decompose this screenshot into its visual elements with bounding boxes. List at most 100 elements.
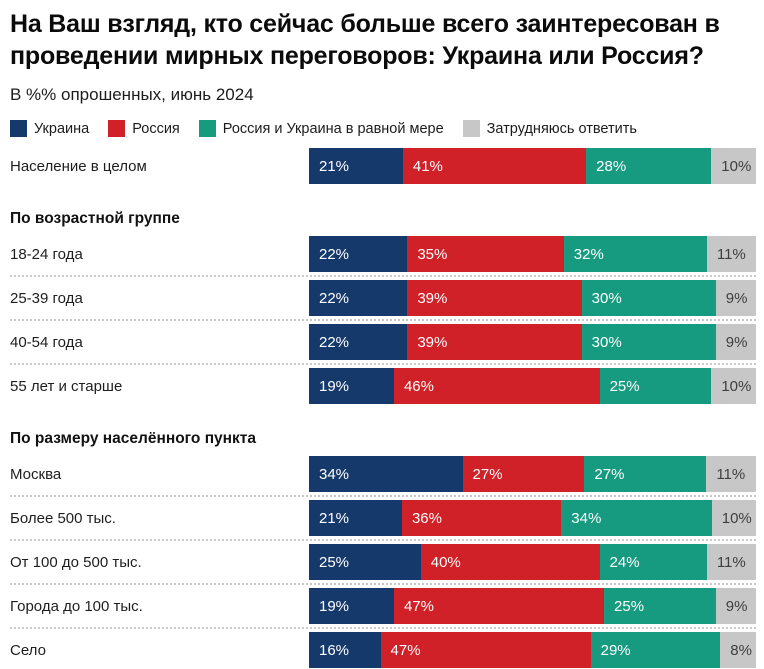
legend-label: Россия	[132, 120, 180, 137]
bar-segment-value: 41%	[412, 157, 443, 175]
bar-segment: 39%	[407, 280, 582, 316]
chart-row: 18-24 года 22% 35% 32% 11%	[10, 236, 756, 272]
bar-segment-value: 9%	[725, 597, 748, 615]
bar-segment-value: 47%	[403, 597, 434, 615]
bar-segment-value: 11%	[716, 245, 746, 263]
bar-segment-value: 27%	[472, 465, 503, 483]
bar-segment-value: 25%	[614, 597, 645, 615]
bar-segment: 22%	[309, 280, 408, 316]
stacked-bar: 21% 36% 34% 10%	[309, 500, 756, 536]
bar-segment-value: 10%	[721, 157, 752, 175]
chart-row: 25-39 года 22% 39% 30% 9%	[10, 280, 756, 316]
bar-segment: 25%	[309, 544, 421, 580]
row-label: Население в целом	[10, 157, 147, 175]
bar-segment-value: 25%	[609, 377, 640, 395]
bar-segment: 35%	[407, 236, 564, 272]
bar-segment: 9%	[715, 280, 756, 316]
bar-segment-value: 22%	[319, 245, 350, 263]
chart-title: На Ваш взгляд, кто сейчас больше всего з…	[10, 10, 720, 70]
bar-segment: 25%	[599, 368, 712, 404]
bar-segment-value: 29%	[600, 641, 631, 659]
chart-row: Более 500 тыс. 21% 36% 34% 10%	[10, 500, 756, 536]
bar-segment: 28%	[586, 148, 712, 184]
chart-row: Население в целом 21% 41% 28% 10%	[10, 148, 756, 184]
legend-swatch	[10, 120, 27, 137]
row-separator	[10, 583, 756, 585]
bar-segment-value: 47%	[390, 641, 421, 659]
bar-segment-value: 16%	[319, 641, 350, 659]
bar-segment-value: 22%	[319, 289, 350, 307]
bar-segment-value: 22%	[319, 333, 350, 351]
bar-segment-value: 34%	[319, 465, 350, 483]
bar-segment-value: 21%	[319, 509, 350, 527]
bar-segment-value: 19%	[319, 377, 350, 395]
bar-segment: 21%	[309, 148, 403, 184]
row-label: 25-39 года	[10, 289, 83, 307]
bar-segment: 19%	[309, 368, 394, 404]
bar-segment: 24%	[599, 544, 707, 580]
legend-item: Затрудняюсь ответить	[462, 120, 637, 137]
bar-segment-value: 11%	[716, 553, 746, 571]
bar-segment-value: 30%	[591, 333, 622, 351]
chart-row: Село 16% 47% 29% 8%	[10, 632, 756, 668]
bar-segment-value: 10%	[721, 509, 752, 527]
bar-segment-value: 39%	[417, 289, 448, 307]
bar-segment-value: 39%	[417, 333, 448, 351]
bar-segment: 22%	[309, 236, 408, 272]
chart-row: 55 лет и старше 19% 46% 25% 10%	[10, 368, 756, 404]
row-label: 40-54 года	[10, 333, 83, 351]
bar-segment-value: 40%	[430, 553, 461, 571]
row-separator	[10, 275, 756, 277]
stacked-bar: 21% 41% 28% 10%	[309, 148, 756, 184]
legend-swatch	[108, 120, 126, 137]
bar-segment: 41%	[402, 148, 587, 184]
bar-segment-value: 11%	[716, 465, 746, 483]
bar-segment: 27%	[462, 456, 585, 492]
stacked-bar: 25% 40% 24% 11%	[309, 544, 756, 580]
row-label: От 100 до 500 тыс.	[10, 553, 142, 571]
group-header: По возрастной группе	[10, 210, 180, 227]
row-label: Более 500 тыс.	[10, 509, 116, 527]
bar-segment: 30%	[581, 280, 716, 316]
bar-segment: 29%	[590, 632, 721, 668]
bar-segment: 47%	[393, 588, 605, 624]
chart-subtitle: В %% опрошенных, июнь 2024	[10, 85, 254, 104]
legend-swatch	[198, 120, 216, 137]
bar-segment: 25%	[604, 588, 716, 624]
row-separator	[10, 319, 756, 321]
chart-row: Москва 34% 27% 27% 11%	[10, 456, 756, 492]
stacked-bar: 22% 39% 30% 9%	[309, 324, 756, 360]
row-label: Москва	[10, 465, 62, 483]
bar-segment: 39%	[407, 324, 582, 360]
row-label: Города до 100 тыс.	[10, 597, 143, 615]
row-separator	[10, 627, 756, 629]
bar-segment: 11%	[706, 236, 756, 272]
bar-segment: 34%	[561, 500, 712, 536]
bar-segment-value: 46%	[403, 377, 434, 395]
bar-segment: 46%	[393, 368, 600, 404]
bar-segment-value: 34%	[571, 509, 602, 527]
bar-segment: 10%	[711, 500, 756, 536]
stacked-bar: 34% 27% 27% 11%	[309, 456, 756, 492]
legend-label: Россия и Украина в равной мере	[222, 120, 444, 137]
stacked-bar: 22% 39% 30% 9%	[309, 280, 756, 316]
bar-segment: 34%	[309, 456, 463, 492]
legend-item: Россия и Украина в равной мере	[198, 120, 444, 137]
stacked-bar: 16% 47% 29% 8%	[309, 632, 756, 668]
bar-segment: 32%	[563, 236, 707, 272]
bar-segment: 19%	[309, 588, 394, 624]
stacked-bar: 19% 47% 25% 9%	[309, 588, 756, 624]
legend: Украина Россия Россия и Украина в равной м…	[10, 120, 756, 137]
bar-segment-value: 24%	[609, 553, 640, 571]
bar-segment: 40%	[420, 544, 600, 580]
bar-segment: 22%	[309, 324, 408, 360]
bar-segment: 9%	[715, 588, 756, 624]
chart-row: От 100 до 500 тыс. 25% 40% 24% 11%	[10, 544, 756, 580]
legend-label: Украина	[34, 120, 90, 137]
bar-segment: 16%	[309, 632, 381, 668]
stacked-bar: 19% 46% 25% 10%	[309, 368, 756, 404]
bar-segment-value: 21%	[319, 157, 350, 175]
bar-segment-value: 30%	[591, 289, 622, 307]
legend-label: Затрудняюсь ответить	[486, 120, 637, 137]
